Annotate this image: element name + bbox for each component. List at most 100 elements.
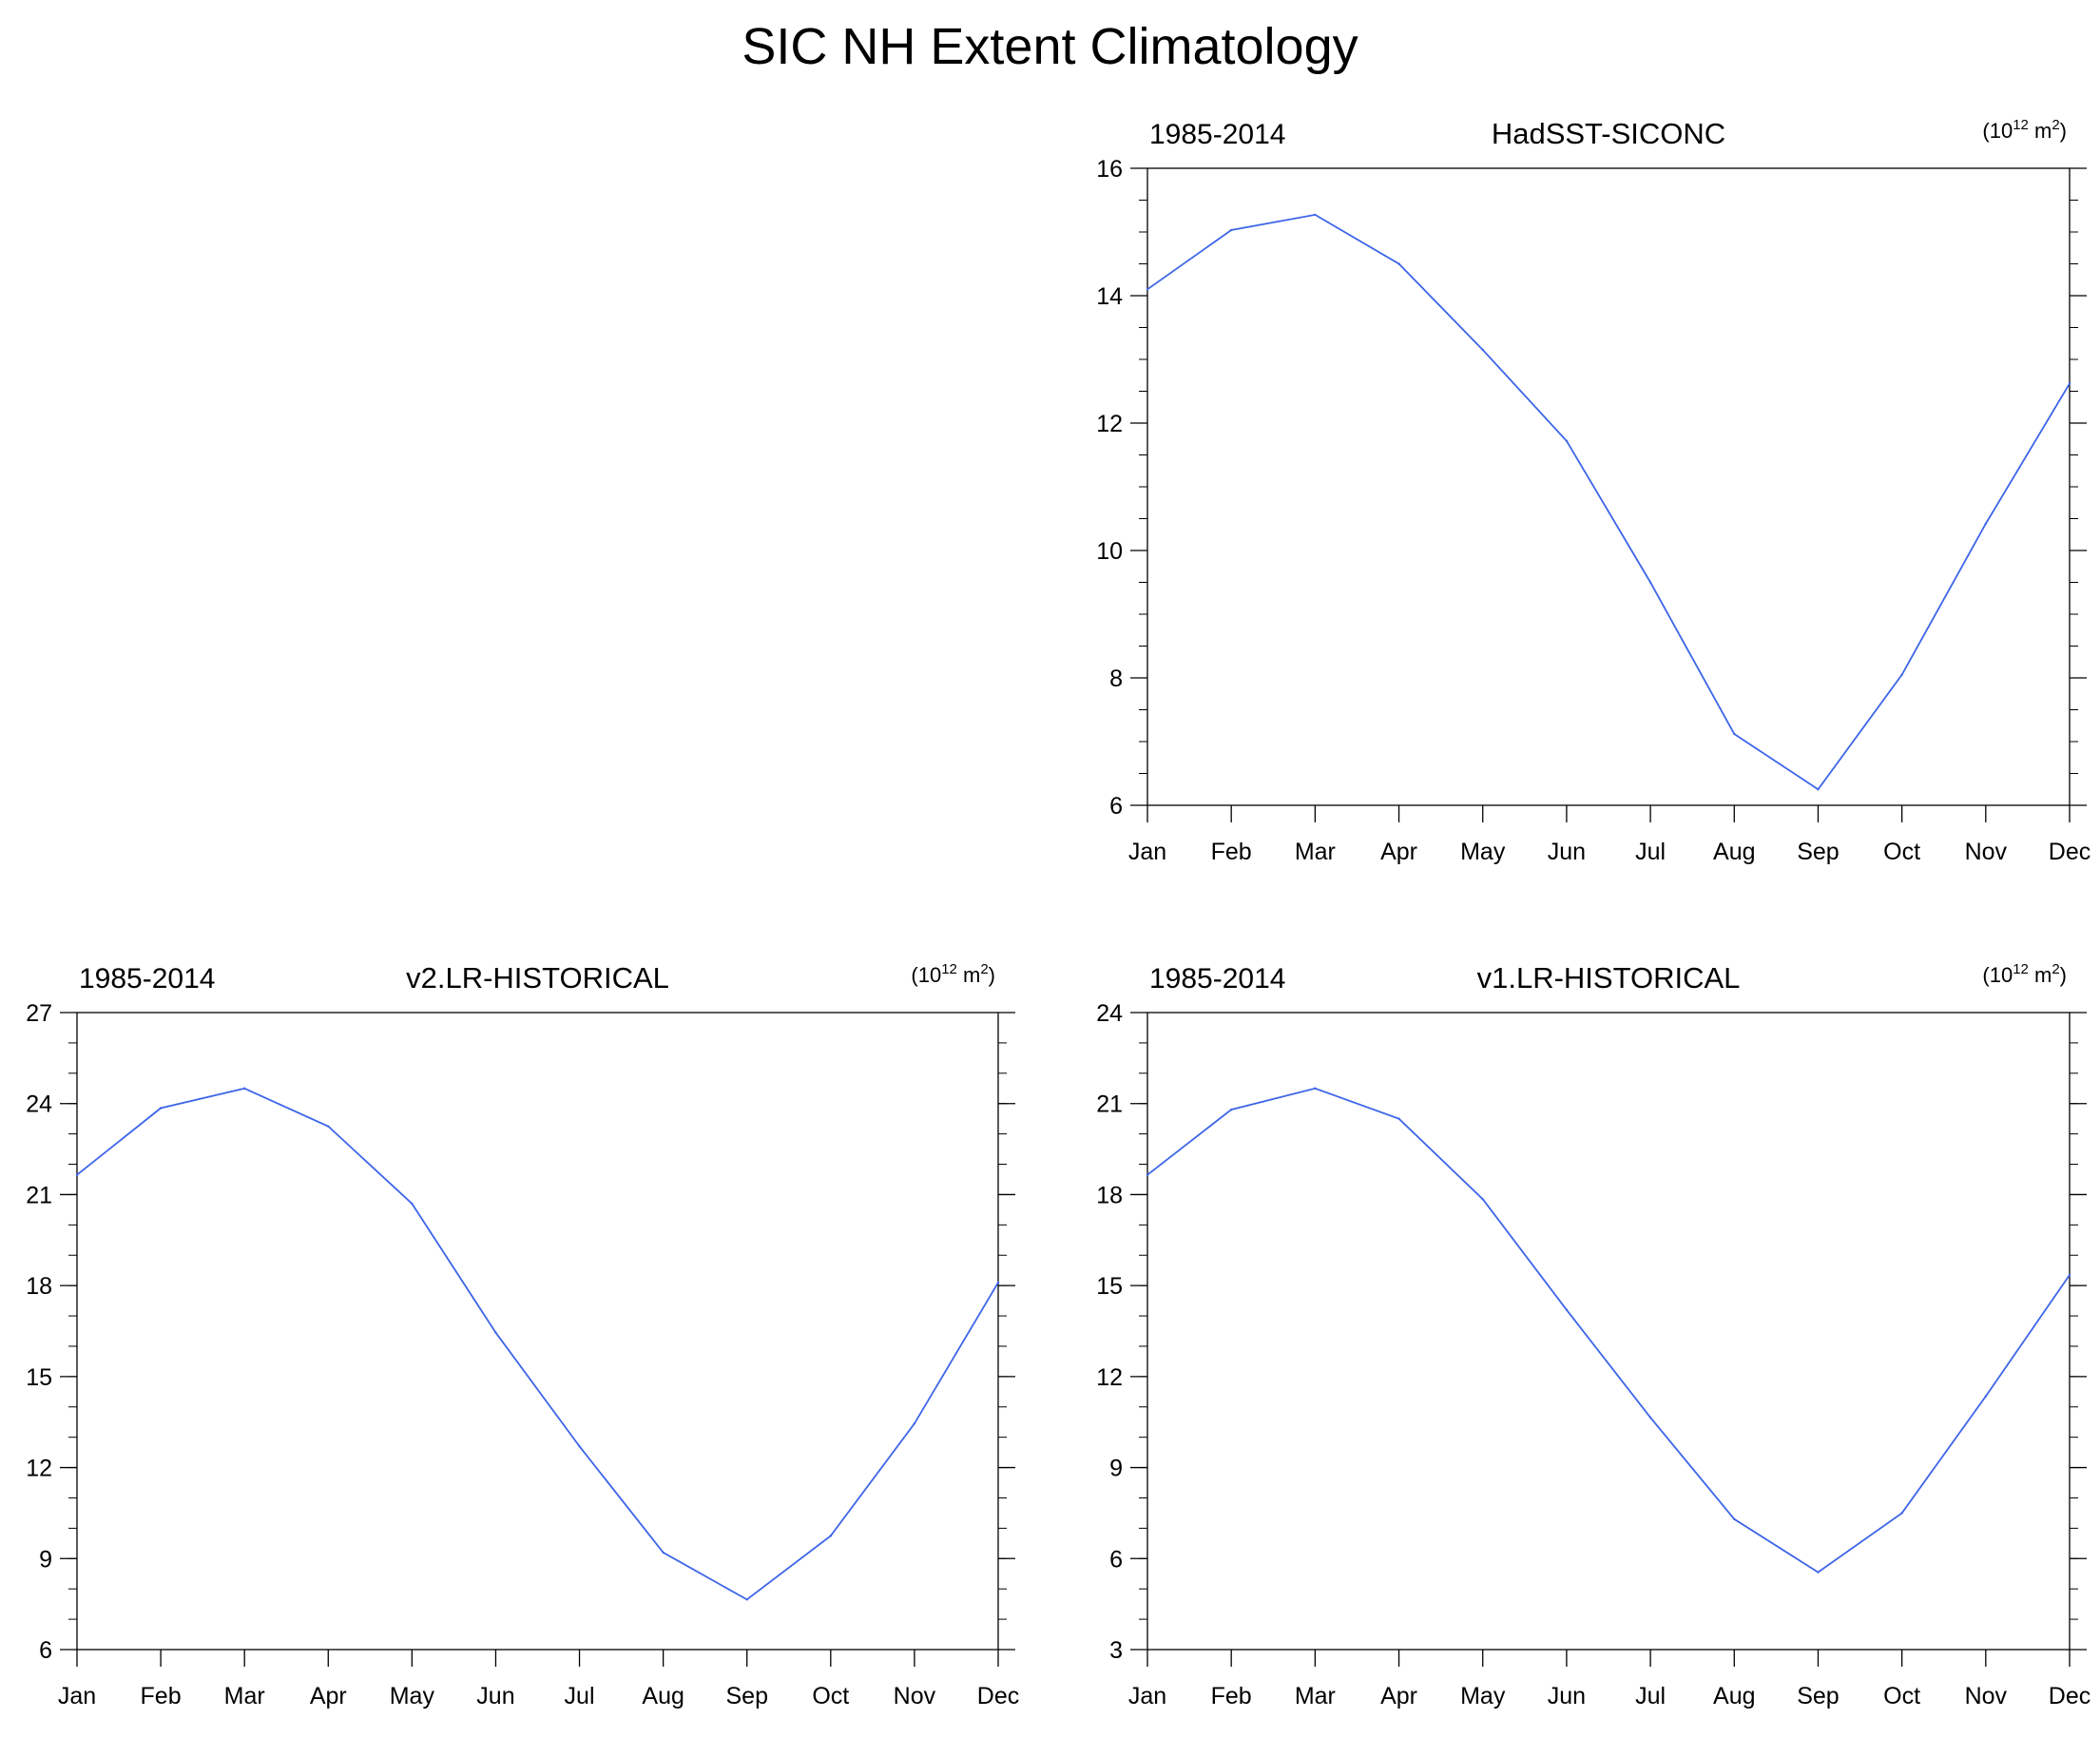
- units-label-part: 12: [2013, 961, 2029, 977]
- x-tick-label: Mar: [1295, 839, 1336, 865]
- data-point: [1733, 732, 1736, 736]
- y-tick-label: 18: [26, 1273, 52, 1300]
- y-tick-label: 21: [1096, 1091, 1123, 1118]
- plot-frame: [76, 1012, 999, 1651]
- x-tick-label: Apr: [1380, 1683, 1417, 1709]
- x-tick-label: Oct: [812, 1683, 849, 1709]
- y-tick-label: 6: [39, 1637, 52, 1664]
- data-point: [2068, 382, 2071, 385]
- x-tick-label: Apr: [1380, 839, 1417, 865]
- units-label-part: 2: [980, 961, 988, 977]
- x-tick-label: Feb: [1211, 839, 1252, 865]
- x-tick-label: Jan: [1128, 1683, 1166, 1709]
- data-point: [1229, 1108, 1233, 1111]
- data-point: [578, 1445, 581, 1448]
- data-point: [1481, 1198, 1484, 1201]
- x-tick-label: Nov: [894, 1683, 936, 1709]
- x-tick-label: May: [390, 1683, 435, 1709]
- data-point: [1314, 213, 1317, 217]
- x-tick-label: Mar: [224, 1683, 265, 1709]
- x-tick-label: Dec: [977, 1683, 1019, 1709]
- x-tick-label: Mar: [1295, 1683, 1336, 1709]
- data-point: [1565, 1308, 1569, 1311]
- x-tick-label: Oct: [1883, 839, 1920, 865]
- units-label-part: ): [989, 963, 995, 987]
- data-point: [242, 1087, 246, 1090]
- data-point: [1314, 1087, 1317, 1090]
- x-tick-label: Feb: [141, 1683, 182, 1709]
- units-label-part: 12: [941, 961, 957, 977]
- y-tick-label: 6: [1109, 1546, 1123, 1573]
- units-label-part: ): [2060, 963, 2067, 987]
- x-tick-label: May: [1460, 1683, 1506, 1709]
- units-label-part: 2: [2052, 961, 2059, 977]
- data-point: [662, 1551, 665, 1555]
- x-tick-label: May: [1460, 839, 1506, 865]
- panel-center-title: v1.LR-HISTORICAL: [1477, 961, 1741, 995]
- y-tick-label: 24: [1096, 1000, 1123, 1027]
- x-tick-label: Jan: [58, 1683, 96, 1709]
- panel-left-title: 1985-2014: [79, 963, 215, 995]
- data-point: [996, 1281, 1000, 1284]
- y-tick-label: 9: [1109, 1456, 1123, 1482]
- series-line: [76, 1087, 999, 1601]
- units-label-part: ): [2060, 119, 2067, 143]
- data-point: [1648, 581, 1652, 584]
- data-point: [829, 1535, 833, 1537]
- y-tick-label: 12: [26, 1456, 52, 1482]
- data-point: [1900, 1512, 1903, 1515]
- x-tick-label: Jun: [1548, 1683, 1586, 1709]
- panel-center-title: v2.LR-HISTORICAL: [406, 961, 669, 995]
- data-point: [1565, 439, 1569, 442]
- data-point: [1984, 1395, 1988, 1398]
- data-point: [1900, 673, 1903, 676]
- y-tick-label: 15: [26, 1364, 52, 1391]
- panel-center-title: HadSST-SICONC: [1492, 117, 1725, 150]
- data-point: [1984, 522, 1988, 526]
- y-tick-label: 14: [1096, 283, 1123, 310]
- data-point: [1817, 1571, 1820, 1574]
- y-tick-label: 10: [1096, 538, 1123, 565]
- y-tick-label: 27: [26, 1000, 52, 1027]
- chart-panel-1: 6 8 10 12 14 16 Jan Feb Mar Apr May Jun Jul Aug Sep Oct…: [1096, 117, 2090, 865]
- units-label: (1012 m2): [1982, 961, 2067, 987]
- data-point: [75, 1173, 79, 1176]
- x-tick-label: Nov: [1965, 1683, 2008, 1709]
- x-tick-label: Sep: [725, 1683, 767, 1709]
- y-tick-label: 12: [1096, 411, 1123, 437]
- x-tick-label: Jul: [565, 1683, 595, 1709]
- units-label-part: (10: [1982, 963, 2013, 987]
- y-tick-label: 15: [1096, 1273, 1123, 1300]
- y-tick-label: 21: [26, 1182, 52, 1208]
- data-point: [913, 1422, 916, 1425]
- units-label-part: 12: [2013, 117, 2029, 133]
- units-label: (1012 m2): [911, 961, 995, 987]
- units-label-part: 2: [2052, 117, 2059, 133]
- y-tick-label: 8: [1109, 666, 1123, 692]
- x-tick-label: Jan: [1128, 839, 1166, 865]
- x-tick-label: Sep: [1797, 839, 1839, 865]
- chart-panel-2: 6 9 12 15 18 21 24 27 Jan Feb Mar Apr May Jun Jul Aug Se…: [26, 961, 1019, 1709]
- x-tick-label: Feb: [1211, 1683, 1252, 1709]
- panel-left-title: 1985-2014: [1149, 119, 1285, 150]
- units-label-part: (10: [911, 963, 941, 987]
- plot-frame: [1146, 167, 2071, 806]
- data-point: [494, 1331, 497, 1334]
- units-label-part: (10: [1982, 119, 2013, 143]
- data-point: [327, 1125, 330, 1128]
- x-tick-label: Aug: [1713, 839, 1755, 865]
- y-tick-label: 6: [1109, 793, 1123, 820]
- data-point: [745, 1598, 748, 1601]
- data-point: [1481, 348, 1484, 352]
- x-tick-label: Nov: [1965, 839, 2008, 865]
- x-tick-label: Jul: [1635, 1683, 1666, 1709]
- y-tick-label: 9: [39, 1546, 52, 1573]
- data-point: [1146, 288, 1149, 291]
- y-tick-label: 18: [1096, 1182, 1123, 1208]
- data-point: [1146, 1173, 1149, 1176]
- x-tick-label: Jul: [1635, 839, 1666, 865]
- x-tick-label: Jun: [1548, 839, 1586, 865]
- y-tick-label: 3: [1109, 1637, 1123, 1664]
- series-line: [1146, 1087, 2071, 1574]
